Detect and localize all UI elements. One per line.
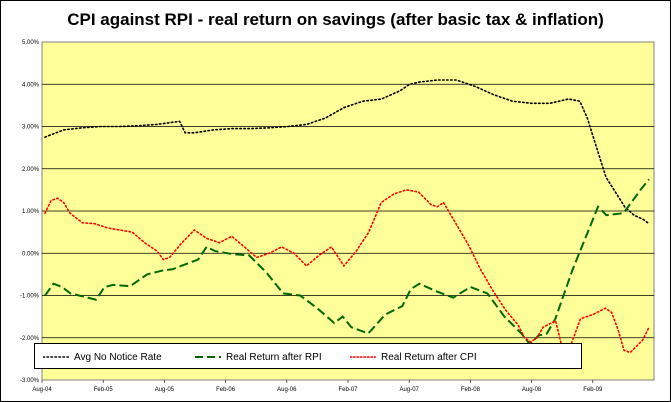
y-tick-label: 4.00% (22, 82, 40, 88)
series-line-avg-no-notice-rate (44, 79, 650, 225)
gridlines (42, 83, 654, 339)
chart-title: CPI against RPI - real return on savings… (67, 10, 604, 29)
x-tick-label: Feb-08 (461, 387, 481, 393)
series-line-real-return-after-rpi (44, 178, 650, 346)
x-tick-label: Feb-07 (338, 387, 358, 393)
legend-label-real-return-rpi: Real Return after RPI (226, 351, 322, 363)
legend-label-real-return-cpi: Real Return after CPI (381, 351, 477, 363)
legend-label-avg-no-notice-rate: Avg No Notice Rate (74, 351, 162, 363)
x-tick-label: Aug-08 (522, 387, 542, 393)
x-tick-label: Aug-07 (400, 387, 420, 393)
y-tick-label: 0.00% (22, 251, 40, 257)
y-tick-label: 2.00% (22, 167, 40, 173)
legend-item-real-return-cpi: Real Return after CPI (350, 350, 477, 364)
y-tick-label: 5.00% (22, 40, 40, 46)
axis-labels: 5.00% 4.00% 3.00% 2.00% 1.00% 0.00% -1.00% -2.0… (20, 40, 603, 393)
legend: Avg No Notice Rate Real Return after RPI… (34, 343, 582, 369)
x-tick-label: Feb-09 (583, 387, 603, 393)
x-tick-label: Feb-05 (94, 387, 114, 393)
x-tick-label: Aug-04 (32, 387, 52, 393)
y-tick-label: -2.00% (20, 336, 40, 342)
x-tick-label: Aug-06 (277, 387, 297, 393)
legend-item-avg-no-notice-rate: Avg No Notice Rate (43, 350, 162, 364)
x-tick-label: Aug-05 (155, 387, 175, 393)
legend-swatch-real-return-rpi (195, 356, 221, 358)
y-tick-label: -1.00% (20, 294, 40, 300)
y-tick-label: 1.00% (22, 209, 40, 215)
y-tick-label: -3.00% (20, 378, 40, 384)
y-tick-label: 3.00% (22, 125, 40, 131)
legend-swatch-avg-no-notice-rate (43, 356, 69, 358)
legend-item-real-return-rpi: Real Return after RPI (195, 350, 322, 364)
x-tick-label: Feb-06 (216, 387, 236, 393)
legend-swatch-real-return-cpi (350, 356, 376, 358)
